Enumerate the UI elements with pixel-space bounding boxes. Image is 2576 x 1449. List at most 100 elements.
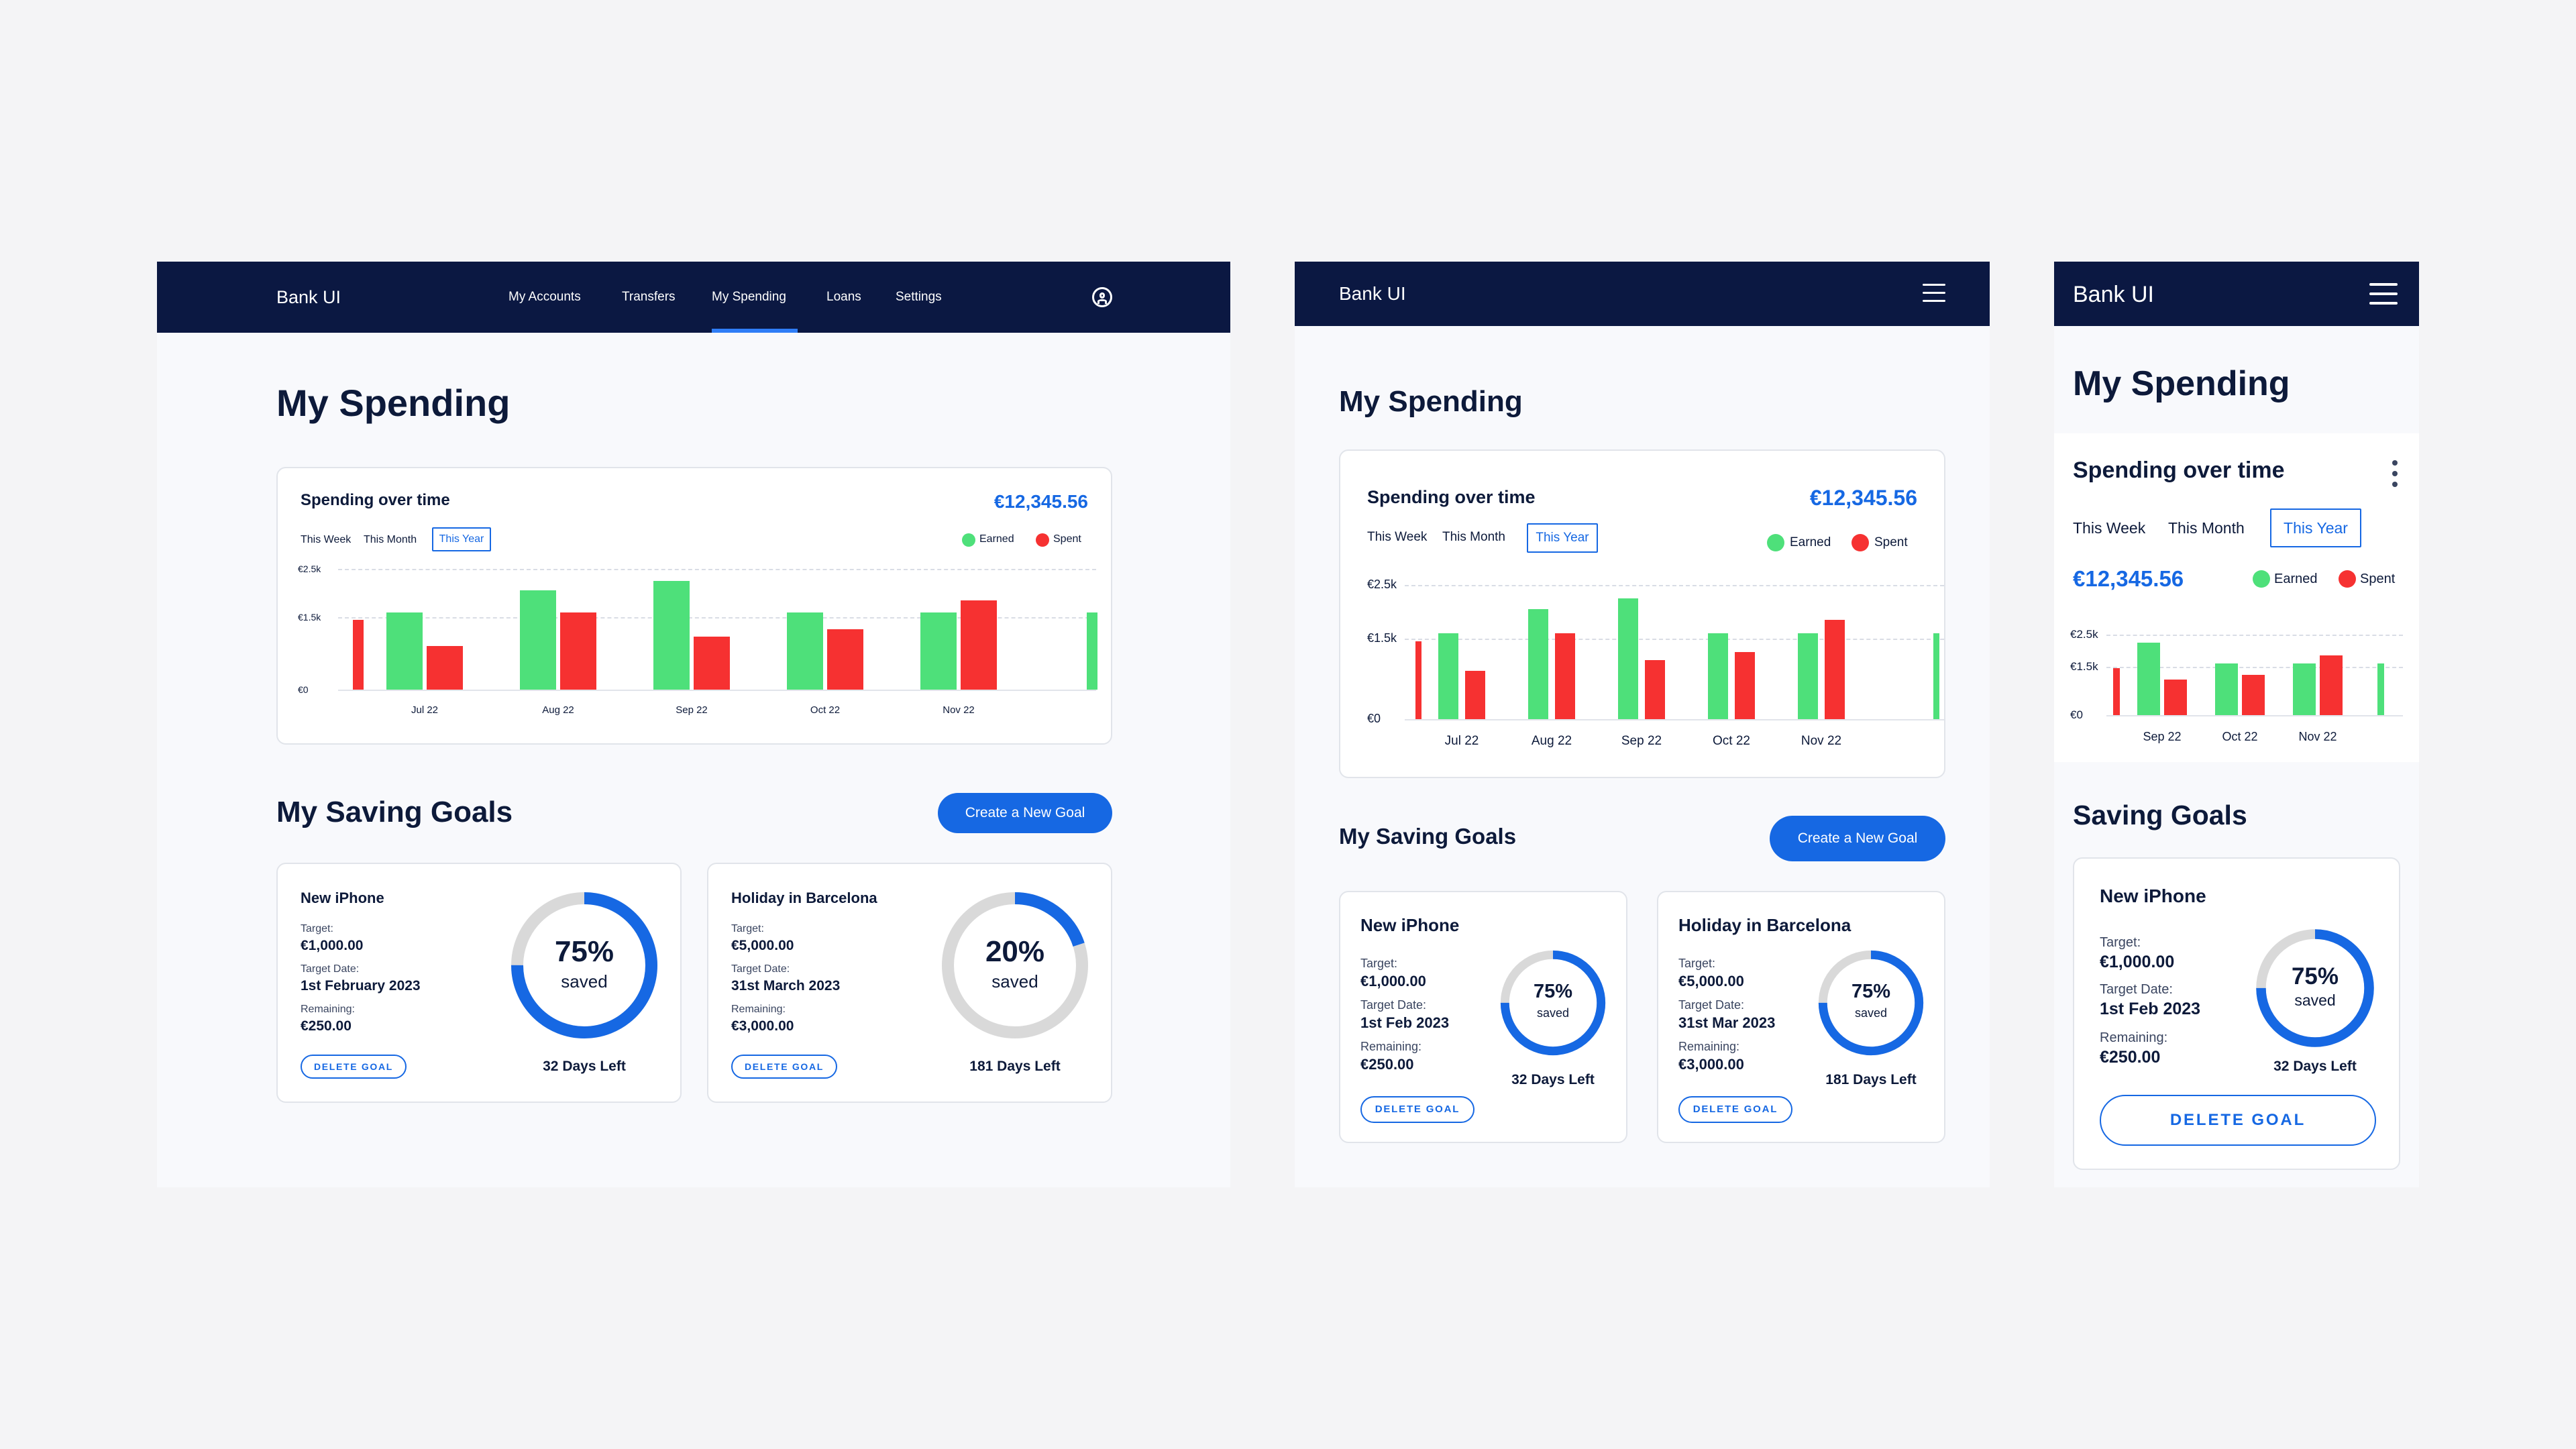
bar-earned: [1087, 612, 1098, 690]
legend-earned-dot: [1767, 534, 1784, 551]
delete-goal-button[interactable]: DELETE GOAL: [1360, 1096, 1474, 1123]
tab-this-week[interactable]: This Week: [301, 534, 352, 545]
chart-gridline: [1405, 639, 1944, 640]
x-tick-label: Jul 22: [411, 704, 439, 716]
nav-active-indicator: [712, 329, 798, 333]
progress-percent: 75%: [2291, 963, 2339, 989]
brand-logo[interactable]: Bank UI: [276, 287, 341, 307]
target-date-label: Target Date:: [731, 963, 790, 975]
user-profile-icon[interactable]: [1092, 287, 1112, 307]
bar-earned: [920, 612, 957, 690]
hamburger-menu-icon[interactable]: [2369, 283, 2398, 305]
target-label: Target:: [301, 923, 333, 934]
progress-ring-fill: [2256, 929, 2374, 1047]
bar-spent: [1555, 633, 1575, 719]
more-options-icon[interactable]: [2392, 460, 2398, 487]
progress-ring: [1818, 950, 1924, 1056]
tab-this-year[interactable]: This Year: [432, 527, 491, 551]
goal-name: Holiday in Barcelona: [731, 890, 877, 906]
nav-transfers[interactable]: Transfers: [622, 290, 676, 304]
target-value: €5,000.00: [1678, 973, 1744, 989]
tab-this-year[interactable]: This Year: [2270, 508, 2361, 547]
delete-goal-button[interactable]: DELETE GOAL: [1678, 1096, 1792, 1123]
create-goal-button[interactable]: Create a New Goal: [1770, 816, 1945, 861]
x-tick-label: Nov 22: [2298, 730, 2337, 743]
target-label: Target:: [2100, 935, 2141, 950]
x-tick-label: Sep 22: [2143, 730, 2182, 743]
tab-this-month[interactable]: This Month: [1442, 530, 1505, 544]
goal-name: New iPhone: [301, 890, 384, 906]
navbar: Bank UI: [1295, 262, 1990, 326]
tab-this-year[interactable]: This Year: [1527, 523, 1598, 553]
x-tick-label: Nov 22: [943, 704, 975, 716]
target-value: €1,000.00: [2100, 953, 2175, 971]
progress-ring: [511, 892, 657, 1038]
nav-settings[interactable]: Settings: [896, 290, 942, 304]
chart-gridline: [2106, 635, 2403, 636]
delete-goal-button[interactable]: DELETE GOAL: [2100, 1095, 2376, 1146]
y-tick-label: €1.5k: [1367, 631, 1397, 645]
brand-logo[interactable]: Bank UI: [2073, 282, 2154, 307]
tab-this-month[interactable]: This Month: [2168, 519, 2245, 537]
chart-baseline: [2106, 715, 2403, 716]
tab-this-month[interactable]: This Month: [364, 534, 417, 545]
days-left: 181 Days Left: [1825, 1072, 1917, 1087]
x-tick-label: Aug 22: [542, 704, 574, 716]
chart-title: Spending over time: [301, 491, 450, 509]
chart-gridline: [2106, 667, 2403, 668]
nav-my-accounts[interactable]: My Accounts: [508, 290, 581, 304]
bar-earned: [1528, 609, 1548, 719]
bar-spent: [2164, 680, 2187, 715]
spending-chart-card: Spending over time €12,345.56 This Week …: [1339, 449, 1945, 778]
remaining-value: €3,000.00: [1678, 1056, 1744, 1073]
navbar: Bank UI My Accounts Transfers My Spendin…: [157, 262, 1230, 333]
chart-gridline: [1405, 585, 1944, 586]
progress-ring-fill: [1500, 950, 1606, 1056]
bar-spent: [827, 629, 863, 690]
brand-logo[interactable]: Bank UI: [1339, 283, 1406, 304]
target-date-label: Target Date:: [1360, 998, 1427, 1012]
bar-earned: [2215, 663, 2238, 715]
tablet-frame: Bank UI My Spending Spending over time €…: [1295, 262, 1990, 1187]
goal-card-holiday-barcelona: Holiday in Barcelona Target: €5,000.00 T…: [707, 863, 1112, 1103]
target-label: Target:: [731, 923, 764, 934]
progress-saved-label: saved: [1854, 1006, 1888, 1020]
x-tick-label: Oct 22: [2222, 730, 2258, 743]
progress-saved-label: saved: [2294, 991, 2336, 1009]
nav-my-spending[interactable]: My Spending: [712, 290, 786, 304]
bar-earned: [520, 590, 556, 690]
progress-ring-fill: [511, 892, 657, 1038]
bar-earned: [1933, 633, 1939, 719]
total-amount: €12,345.56: [994, 491, 1088, 512]
hamburger-menu-icon[interactable]: [1923, 284, 1945, 303]
bar-spent: [2242, 675, 2265, 715]
create-goal-button[interactable]: Create a New Goal: [938, 793, 1112, 833]
tab-this-week[interactable]: This Week: [2073, 519, 2146, 537]
progress-ring: [2256, 929, 2374, 1047]
delete-goal-button[interactable]: DELETE GOAL: [731, 1055, 837, 1079]
legend-spent-dot: [1851, 534, 1869, 551]
target-value: €5,000.00: [731, 938, 794, 953]
goal-card-holiday-barcelona: Holiday in Barcelona Target: €5,000.00 T…: [1657, 891, 1945, 1143]
delete-goal-button[interactable]: DELETE GOAL: [301, 1055, 407, 1079]
chart-title: Spending over time: [2073, 458, 2285, 483]
progress-ring: [1500, 950, 1606, 1056]
legend-earned: Earned: [2274, 572, 2318, 586]
y-tick-label: €1.5k: [298, 611, 321, 623]
bar-earned: [787, 612, 823, 690]
goal-card-new-iphone: New iPhone Target: €1,000.00 Target Date…: [276, 863, 682, 1103]
progress-percent: 20%: [985, 935, 1045, 968]
bar-spent: [1825, 620, 1845, 719]
bar-spent: [1465, 671, 1485, 719]
nav-loans[interactable]: Loans: [826, 290, 861, 304]
chart-title: Spending over time: [1367, 487, 1536, 507]
tab-this-week[interactable]: This Week: [1367, 530, 1428, 544]
bar-earned: [653, 581, 690, 690]
x-tick-label: Oct 22: [810, 704, 841, 716]
x-tick-label: Aug 22: [1531, 734, 1572, 748]
bar-spent: [1415, 641, 1421, 719]
target-date-value: 31st Mar 2023: [1678, 1014, 1776, 1031]
bar-spent: [560, 612, 596, 690]
page-title: My Spending: [1339, 385, 1523, 418]
chart-baseline: [1405, 719, 1944, 720]
